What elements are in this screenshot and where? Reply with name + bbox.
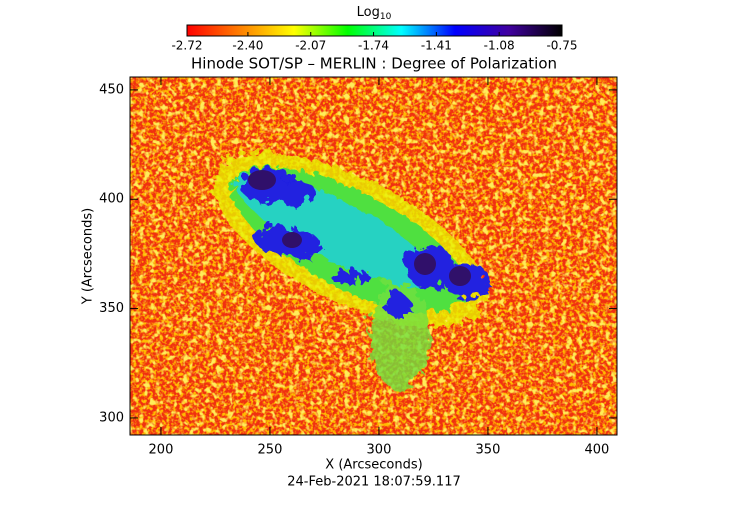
y-tick-label: 450: [99, 82, 124, 97]
colorbar: [186, 24, 563, 37]
y-tick-label: 400: [99, 192, 124, 207]
plot-frame: [129, 76, 618, 436]
date-label: 24-Feb-2021 18:07:59.117: [287, 475, 461, 490]
colorbar-tick-label: -0.75: [546, 39, 577, 53]
y-tick-label: 300: [99, 410, 124, 425]
colorbar-tick-label: -1.08: [484, 39, 515, 53]
chart-title: Hinode SOT/SP – MERLIN : Degree of Polar…: [191, 55, 557, 73]
colorbar-label-sub: 10: [380, 12, 392, 22]
x-tick-label: 300: [367, 443, 392, 458]
colorbar-label: Log10: [357, 5, 392, 22]
x-tick-label: 200: [149, 443, 174, 458]
x-axis-label: X (Arcseconds): [325, 458, 422, 473]
colorbar-tick-label: -2.07: [295, 39, 326, 53]
y-axis-label: Y (Arcseconds): [81, 208, 96, 305]
x-tick-label: 350: [476, 443, 501, 458]
solar-image: [130, 77, 617, 435]
colorbar-tick-label: -2.40: [232, 39, 263, 53]
colorbar-label-main: Log: [357, 5, 380, 20]
x-tick-label: 250: [258, 443, 283, 458]
colorbar-tick-label: -1.41: [421, 39, 452, 53]
y-tick-label: 350: [99, 301, 124, 316]
colorbar-tick-label: -1.74: [358, 39, 389, 53]
x-tick-label: 400: [585, 443, 610, 458]
colorbar-tick-label: -2.72: [171, 39, 202, 53]
